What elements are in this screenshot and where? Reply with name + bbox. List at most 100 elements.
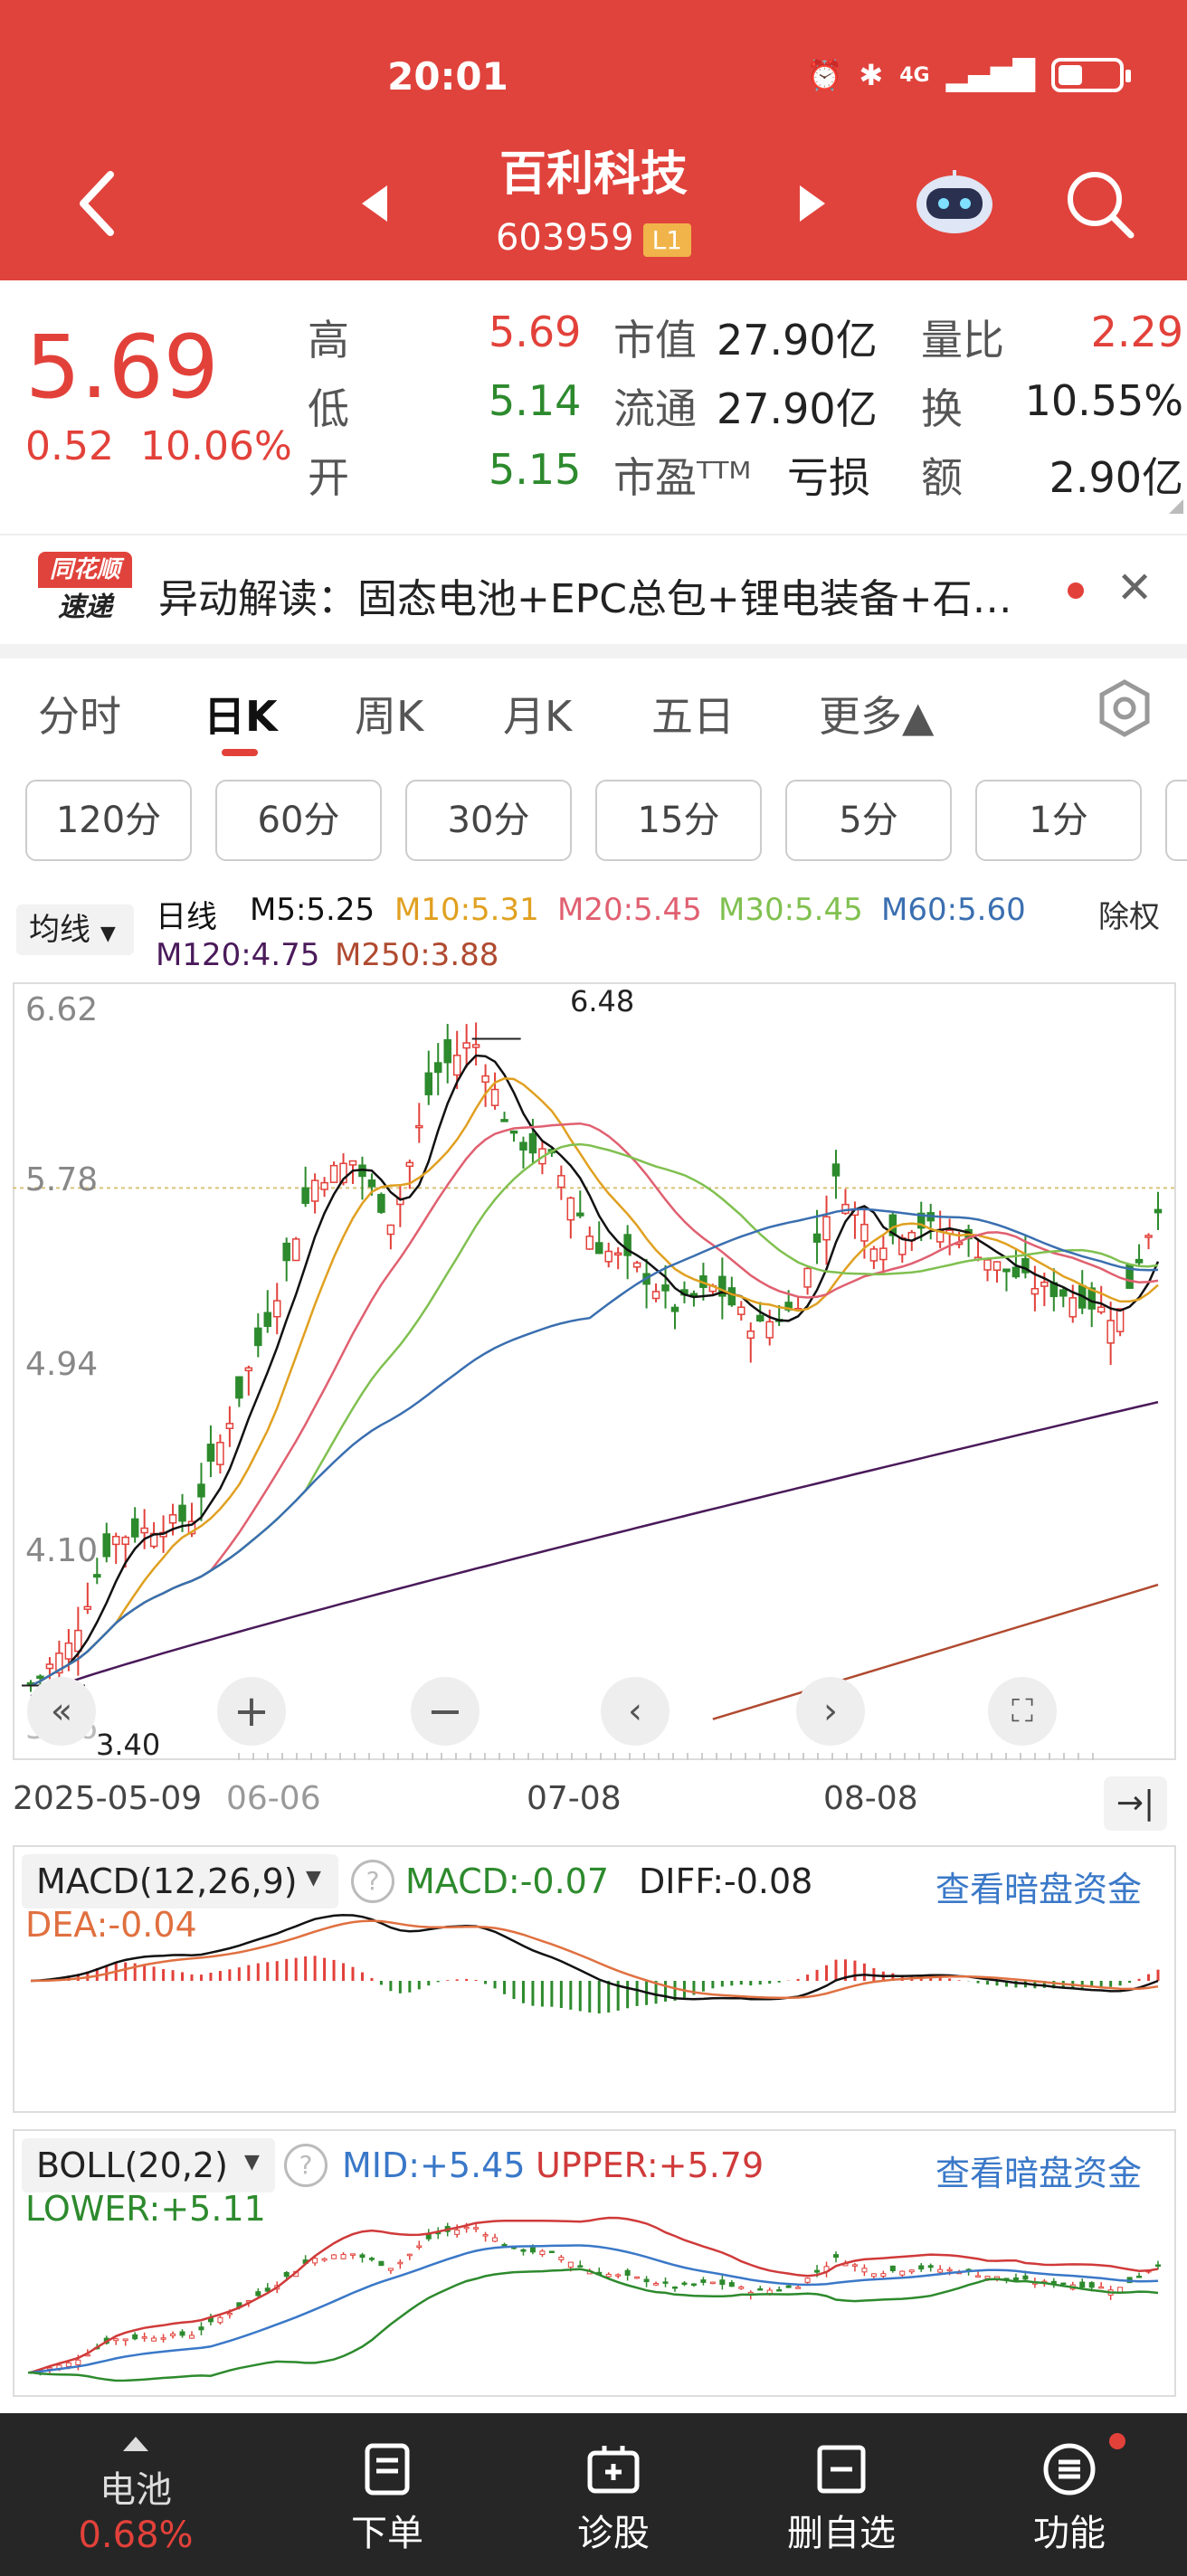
open-value: 5.15 (489, 445, 582, 494)
macd-help-icon[interactable]: ? (351, 1860, 394, 1903)
tab-daily-k[interactable]: 日K (204, 692, 278, 741)
interval-15[interactable]: 15分 (595, 780, 762, 861)
kline-chart-frame[interactable] (13, 982, 1176, 1760)
boll-candle-body (757, 2287, 764, 2291)
menu-icon (1043, 2443, 1096, 2496)
boll-selector[interactable] (22, 2138, 275, 2192)
next-stock-icon[interactable] (800, 185, 825, 222)
boll-candle-body (728, 2282, 735, 2287)
tab-more[interactable]: 更多▲ (819, 692, 935, 741)
boll-candle-body (1136, 2276, 1143, 2278)
interval-60[interactable]: 60分 (215, 780, 382, 861)
interval-120[interactable]: 120分 (25, 780, 192, 861)
adjust-toggle[interactable]: 除权 (1098, 899, 1160, 935)
macd-selector[interactable] (22, 1854, 338, 1908)
fullscreen-icon[interactable]: ⛶ (988, 1677, 1057, 1746)
boll-candle-body (255, 2291, 261, 2297)
bottom-nav: 电池 0.68% 下单 诊股 删自选 功能 (0, 2413, 1187, 2576)
search-icon[interactable] (1064, 168, 1136, 241)
low-marker: 3.40 (96, 1728, 161, 1762)
candle-body (348, 1160, 357, 1166)
interval-more-edge[interactable] (1165, 780, 1187, 861)
tab-monthly-k[interactable]: 月K (503, 692, 573, 741)
prev-icon[interactable]: ‹ (601, 1677, 669, 1746)
boll-candle-body (672, 2286, 678, 2289)
boll-candle-body (984, 2276, 991, 2279)
up-arrow-icon (123, 2437, 148, 2451)
high-marker: 6.48 (570, 984, 635, 1018)
macd-link[interactable]: 查看暗盘资金 (935, 1870, 1143, 1909)
rewind-icon[interactable]: « (27, 1677, 96, 1746)
candle-body (272, 1300, 281, 1318)
interval-5[interactable]: 5分 (785, 780, 952, 861)
expand-corner-icon[interactable] (1169, 499, 1183, 514)
robot-assistant-icon[interactable] (914, 165, 995, 237)
boll-candle-body (122, 2338, 128, 2342)
app-header: 20:01 ⏰ ✱ 4G ▂▄▆█ 百利科技 603959 L1 (0, 0, 1187, 280)
ma-m250: M250:3.88 (335, 937, 499, 973)
boll-mid-line (30, 2244, 1159, 2374)
candle-body (424, 1072, 433, 1095)
boll-candle-body (331, 2254, 337, 2259)
macd-panel[interactable] (13, 1845, 1176, 2113)
news-text[interactable]: 异动解读：固态电池+EPC总包+锂电装备+石… (158, 576, 1012, 622)
prev-stock-icon[interactable] (362, 185, 387, 222)
boll-candle-body (880, 2273, 887, 2277)
interval-1[interactable]: 1分 (975, 780, 1142, 861)
boll-candle-body (151, 2337, 157, 2342)
back-icon[interactable] (74, 167, 119, 240)
candle-body (718, 1275, 726, 1297)
divider (0, 644, 1187, 658)
tab-weekly-k[interactable]: 周K (355, 692, 424, 741)
candle-body (632, 1262, 641, 1268)
candle-body (812, 1233, 821, 1243)
news-bar[interactable]: 同花顺 速递 异动解读：固态电池+EPC总包+锂电装备+石… ✕ (0, 534, 1187, 644)
kline-chart[interactable] (13, 982, 1176, 1760)
next-icon[interactable]: › (796, 1677, 865, 1746)
candle-body (367, 1179, 376, 1188)
zoom-in-icon[interactable]: + (217, 1677, 286, 1746)
boll-candle-body (170, 2333, 176, 2336)
boll-candle-body (700, 2279, 707, 2283)
boll-candle-body (1098, 2286, 1105, 2289)
candle-body (1106, 1320, 1115, 1344)
candle-body (1068, 1297, 1078, 1318)
candle-body (604, 1250, 612, 1263)
candle-body (216, 1442, 224, 1465)
boll-candle-body (681, 2282, 688, 2286)
tab-fenshi[interactable]: 分时 (38, 692, 121, 741)
boll-candle-body (454, 2229, 461, 2235)
boll-candle-body (927, 2265, 934, 2268)
close-icon[interactable]: ✕ (1116, 563, 1154, 613)
boll-help-icon[interactable]: ? (284, 2144, 328, 2187)
boll-candle-body (359, 2254, 366, 2259)
candle-body (310, 1179, 319, 1202)
price-change-pct: 10.06% (140, 423, 292, 469)
candle-body (462, 1042, 470, 1049)
tab-five-day[interactable]: 五日 (651, 692, 735, 741)
candle-body (45, 1663, 54, 1670)
candle-body (83, 1605, 92, 1610)
scroll-to-end-icon[interactable]: →| (1104, 1776, 1167, 1831)
boll-title: BOLL(20,2) (36, 2145, 228, 2185)
candle-body (1002, 1268, 1011, 1273)
boll-candle-body (624, 2269, 631, 2276)
turnover-label: 换 (921, 384, 963, 433)
active-tab-indicator (222, 749, 258, 756)
boll-panel[interactable] (13, 2129, 1176, 2397)
boll-candle-body (226, 2312, 233, 2316)
boll-link[interactable]: 查看暗盘资金 (935, 2154, 1143, 2193)
ma-selector[interactable]: 均线 ▼ (16, 904, 134, 955)
y-label-3: 4.94 (25, 1346, 99, 1383)
sector-label: 电池 (100, 2469, 172, 2511)
low-label: 低 (308, 384, 349, 433)
boll-chart (28, 2216, 1161, 2382)
unread-dot (1068, 582, 1084, 599)
boll-candle-body (65, 2362, 71, 2367)
interval-30[interactable]: 30分 (405, 780, 572, 861)
zoom-out-icon[interactable]: − (411, 1677, 480, 1746)
amount-value: 2.90亿 (1049, 453, 1183, 502)
candle-body (1144, 1235, 1153, 1238)
settings-icon[interactable] (1095, 678, 1154, 738)
boll-candle-body (264, 2287, 271, 2292)
